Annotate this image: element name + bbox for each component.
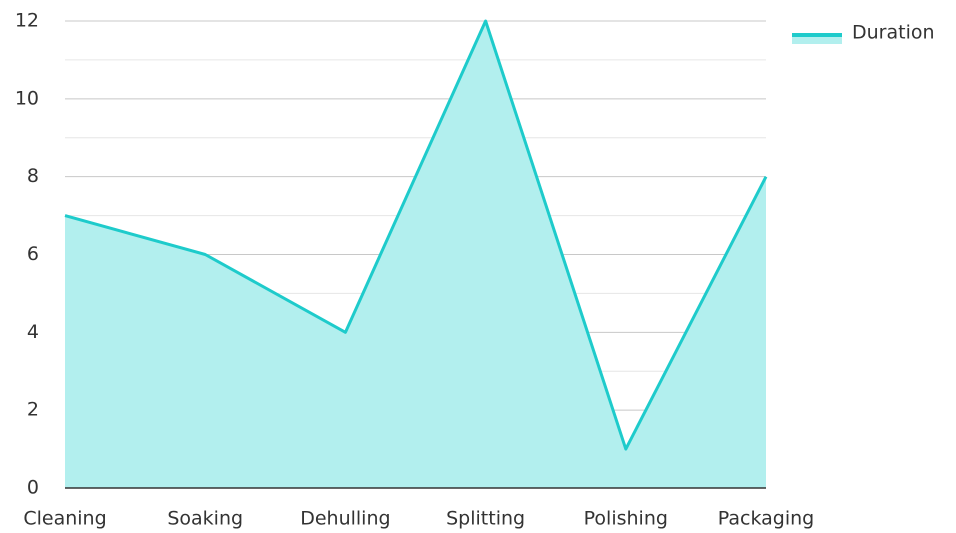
x-tick-label: Polishing [584, 508, 668, 530]
y-tick-label: 0 [27, 477, 39, 499]
x-tick-label: Packaging [718, 508, 814, 530]
y-tick-label: 2 [27, 399, 39, 421]
x-tick-label: Soaking [167, 508, 243, 530]
legend-swatch [792, 35, 842, 44]
area-fill [65, 21, 766, 488]
y-tick-label: 4 [27, 321, 39, 343]
x-tick-label: Dehulling [300, 508, 390, 530]
x-tick-label: Cleaning [23, 508, 106, 530]
y-tick-label: 6 [27, 243, 39, 265]
x-tick-label: Splitting [446, 508, 525, 530]
legend-label: Duration [852, 22, 935, 44]
line [64, 19, 768, 451]
y-tick-label: 8 [27, 165, 39, 187]
y-tick-label: 10 [15, 87, 39, 109]
y-tick-label: 12 [15, 10, 39, 32]
